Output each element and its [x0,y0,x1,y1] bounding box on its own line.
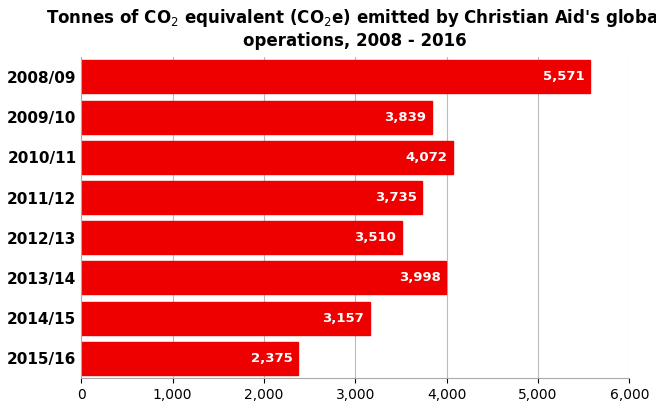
Text: 3,735: 3,735 [375,191,417,204]
Text: 3,510: 3,510 [354,231,396,244]
Title: Tonnes of CO$_2$ equivalent (CO$_2$e) emitted by Christian Aid's global
operatio: Tonnes of CO$_2$ equivalent (CO$_2$e) em… [47,7,656,50]
Text: 2,375: 2,375 [251,352,293,365]
Text: 5,571: 5,571 [543,70,584,83]
Bar [81,61,590,93]
Text: 3,157: 3,157 [322,312,364,325]
Text: 4,072: 4,072 [406,151,448,164]
Bar [81,141,453,174]
Bar [81,181,422,214]
Bar [81,301,369,335]
Bar [81,101,432,134]
Text: 3,839: 3,839 [384,110,426,124]
Bar [81,221,402,254]
Bar [81,342,298,375]
Bar [81,261,447,294]
Text: 3,998: 3,998 [399,272,441,284]
